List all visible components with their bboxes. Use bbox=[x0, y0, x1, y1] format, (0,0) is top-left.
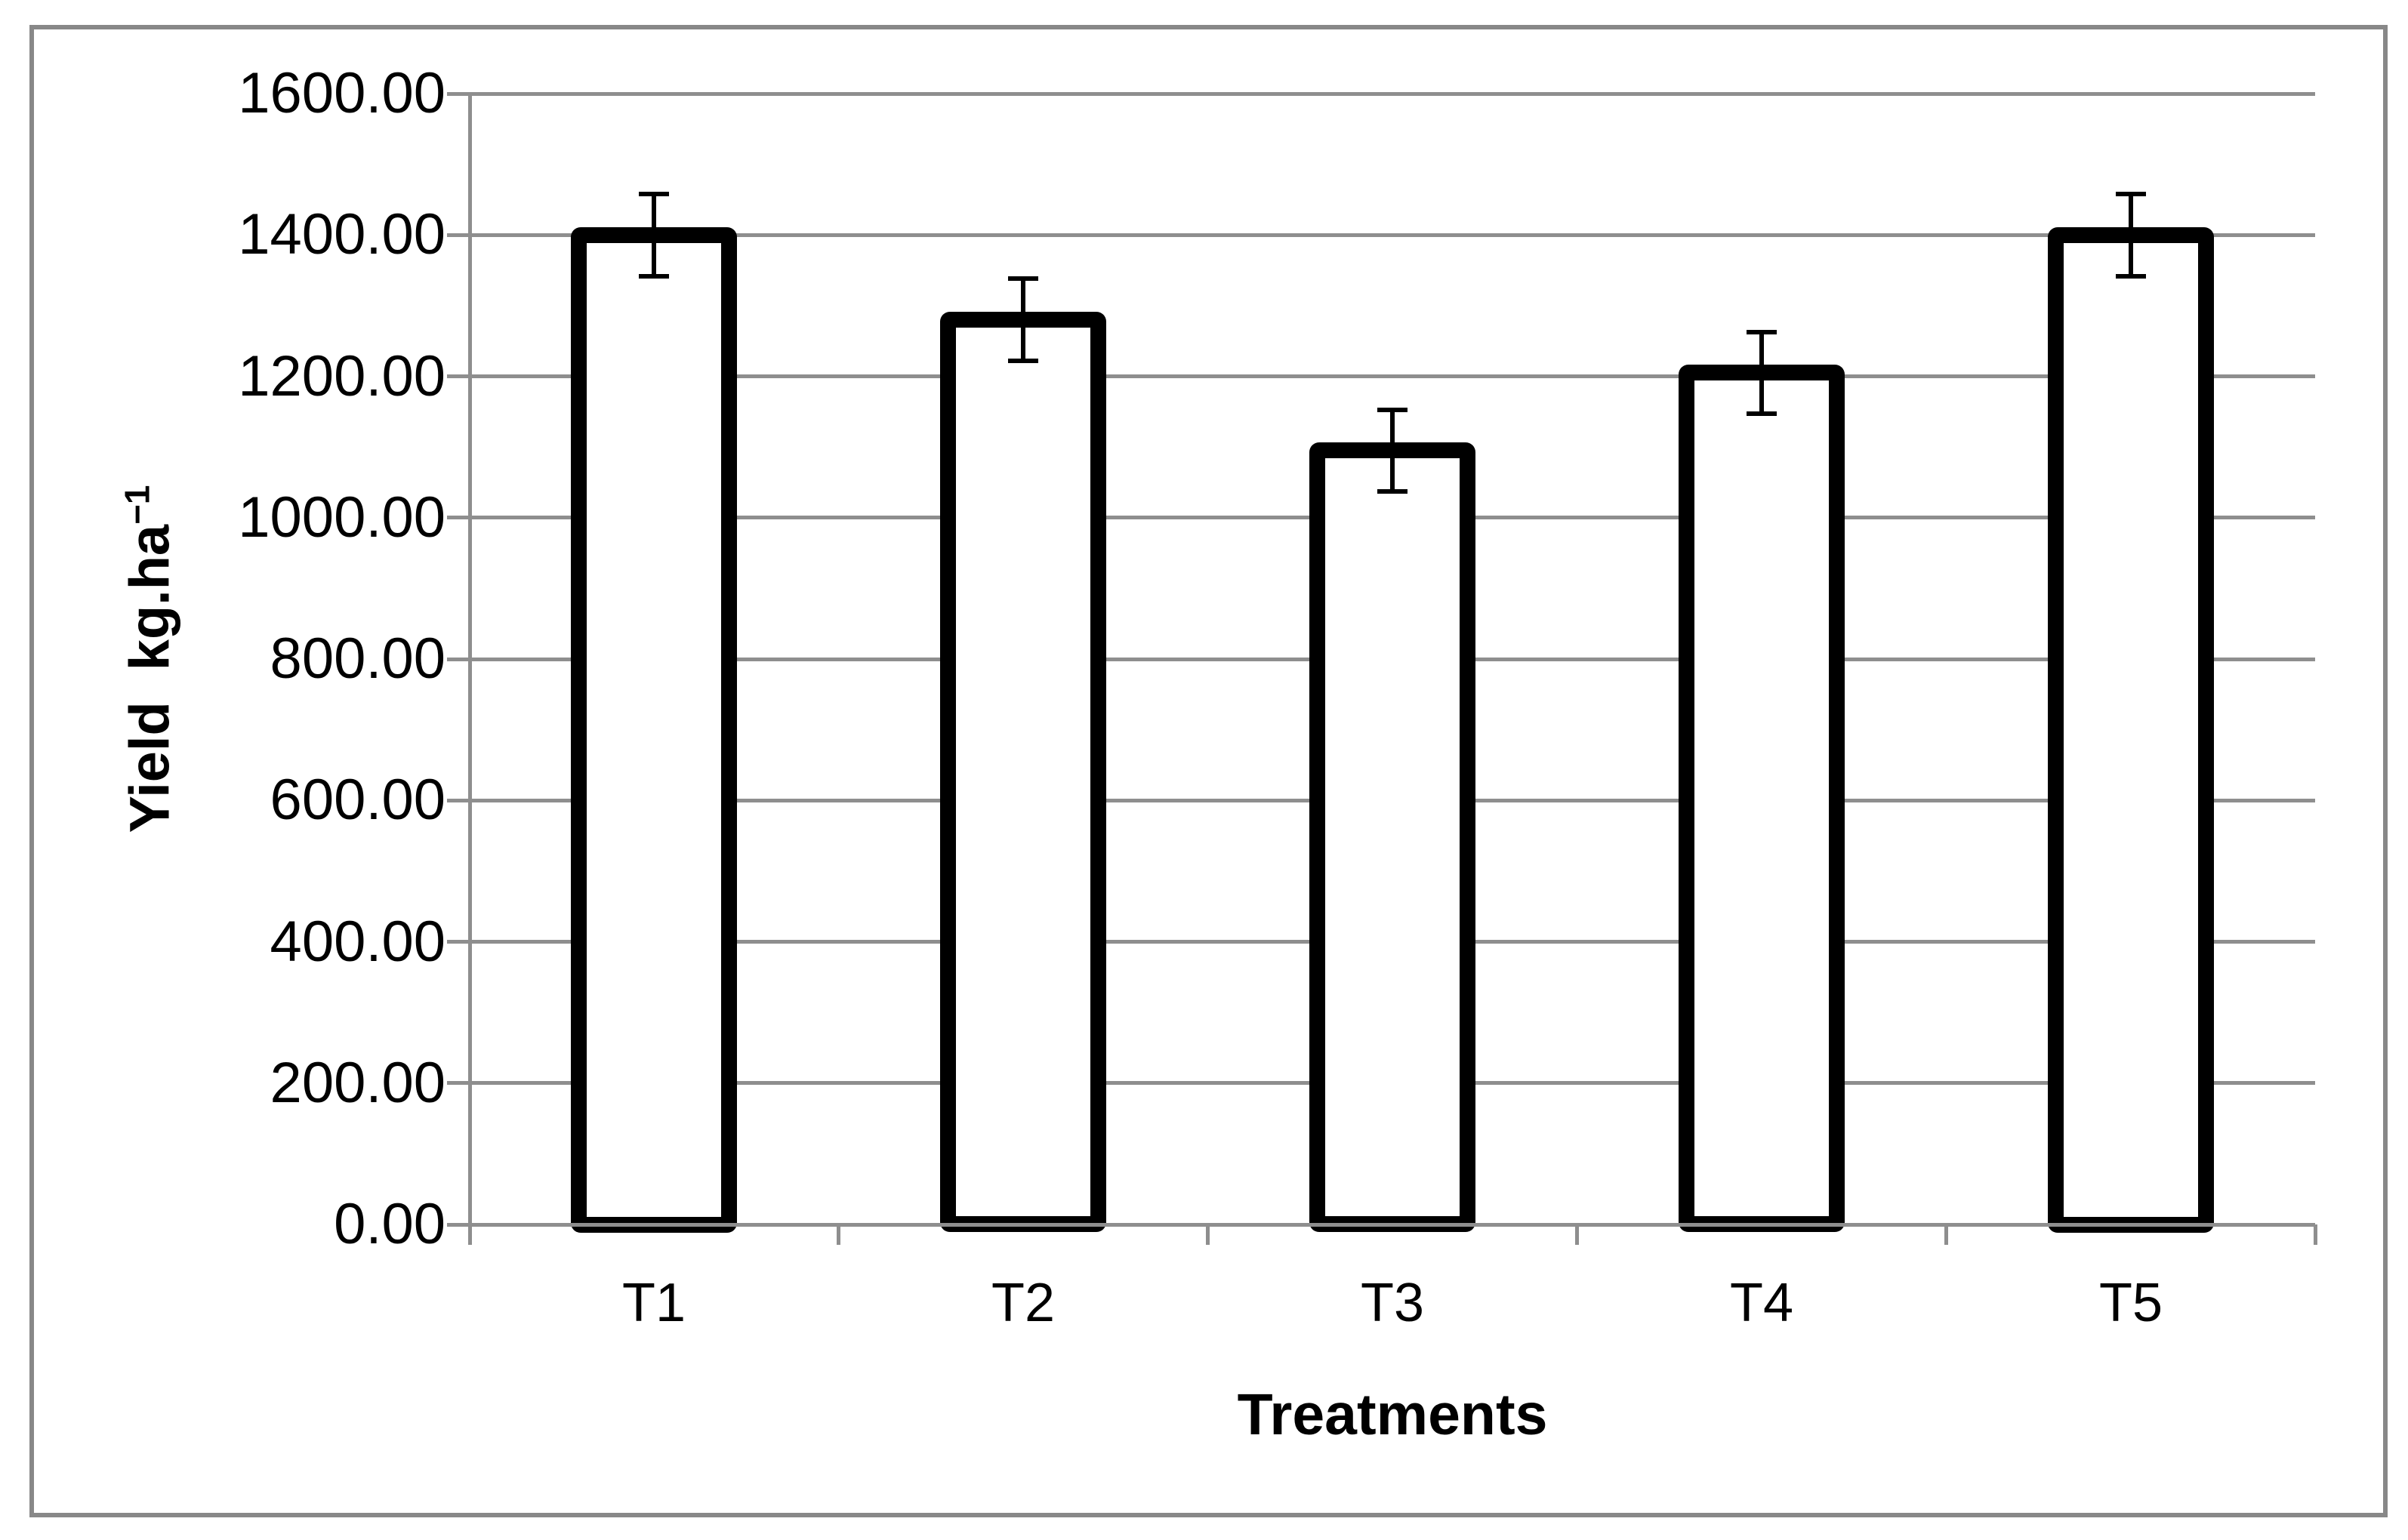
bar-T4[interactable] bbox=[1679, 365, 1845, 1232]
y-axis-line bbox=[468, 94, 472, 1245]
x-category-label-T1: T1 bbox=[621, 1273, 686, 1333]
y-axis-tick bbox=[447, 233, 470, 237]
x-axis-tick bbox=[1575, 1224, 1579, 1245]
y-axis-tick bbox=[447, 374, 470, 378]
y-tick-label: 200.00 bbox=[270, 1051, 446, 1115]
error-bar-T1-top-cap bbox=[639, 192, 669, 196]
gridline bbox=[470, 233, 2315, 237]
error-bar-T3-top-cap bbox=[1377, 408, 1407, 412]
bar-T3[interactable] bbox=[1309, 442, 1475, 1232]
y-tick-label: 400.00 bbox=[270, 910, 446, 974]
x-category-label-T4: T4 bbox=[1729, 1273, 1794, 1333]
y-axis-title-text: Yield kg.ha bbox=[118, 524, 181, 833]
bar-T1[interactable] bbox=[571, 227, 737, 1233]
y-tick-label: 800.00 bbox=[270, 627, 446, 691]
error-bar-T2-bottom-cap bbox=[1008, 359, 1038, 363]
error-bar-T5-top-cap bbox=[2116, 192, 2146, 196]
figure-border bbox=[29, 25, 2388, 1517]
x-axis-tick bbox=[837, 1224, 840, 1245]
y-tick-label: 0.00 bbox=[334, 1192, 446, 1256]
y-axis-tick bbox=[447, 799, 470, 802]
error-bar-T2-stem bbox=[1021, 279, 1025, 361]
gridline bbox=[470, 92, 2315, 96]
y-tick-label: 1600.00 bbox=[238, 61, 446, 125]
bar-T5[interactable] bbox=[2048, 227, 2214, 1233]
y-axis-title: Yield kg.ha−1 bbox=[108, 485, 181, 833]
bar-T2[interactable] bbox=[940, 312, 1106, 1232]
y-axis-title-superscript: −1 bbox=[117, 485, 157, 525]
error-bar-T5-bottom-cap bbox=[2116, 274, 2146, 279]
x-axis-line bbox=[447, 1223, 2315, 1227]
y-tick-label: 1400.00 bbox=[238, 202, 446, 266]
y-axis-tick bbox=[447, 658, 470, 661]
y-axis-tick bbox=[447, 1081, 470, 1085]
y-axis-tick bbox=[447, 516, 470, 519]
error-bar-T3-bottom-cap bbox=[1377, 489, 1407, 494]
x-category-label-T5: T5 bbox=[2098, 1273, 2163, 1333]
error-bar-T2-top-cap bbox=[1008, 276, 1038, 281]
x-category-label-T2: T2 bbox=[991, 1273, 1056, 1333]
error-bar-T1-stem bbox=[652, 194, 656, 276]
y-axis-tick bbox=[447, 940, 470, 944]
error-bar-T4-bottom-cap bbox=[1747, 411, 1777, 416]
error-bar-T4-stem bbox=[1759, 332, 1764, 414]
error-bar-T5-stem bbox=[2129, 194, 2133, 276]
error-bar-T4-top-cap bbox=[1747, 330, 1777, 334]
error-bar-T1-bottom-cap bbox=[639, 274, 669, 279]
y-tick-label: 1000.00 bbox=[238, 485, 446, 550]
y-tick-label: 600.00 bbox=[270, 768, 446, 832]
y-tick-label: 1200.00 bbox=[238, 344, 446, 408]
gridline bbox=[470, 374, 2315, 378]
x-axis-tick bbox=[2314, 1224, 2317, 1245]
x-axis-tick bbox=[1206, 1224, 1210, 1245]
y-axis-tick bbox=[447, 92, 470, 96]
x-axis-tick bbox=[1944, 1224, 1948, 1245]
error-bar-T3-stem bbox=[1390, 410, 1395, 492]
x-axis-title: Treatments bbox=[1237, 1382, 1548, 1447]
x-category-label-T3: T3 bbox=[1360, 1273, 1425, 1333]
